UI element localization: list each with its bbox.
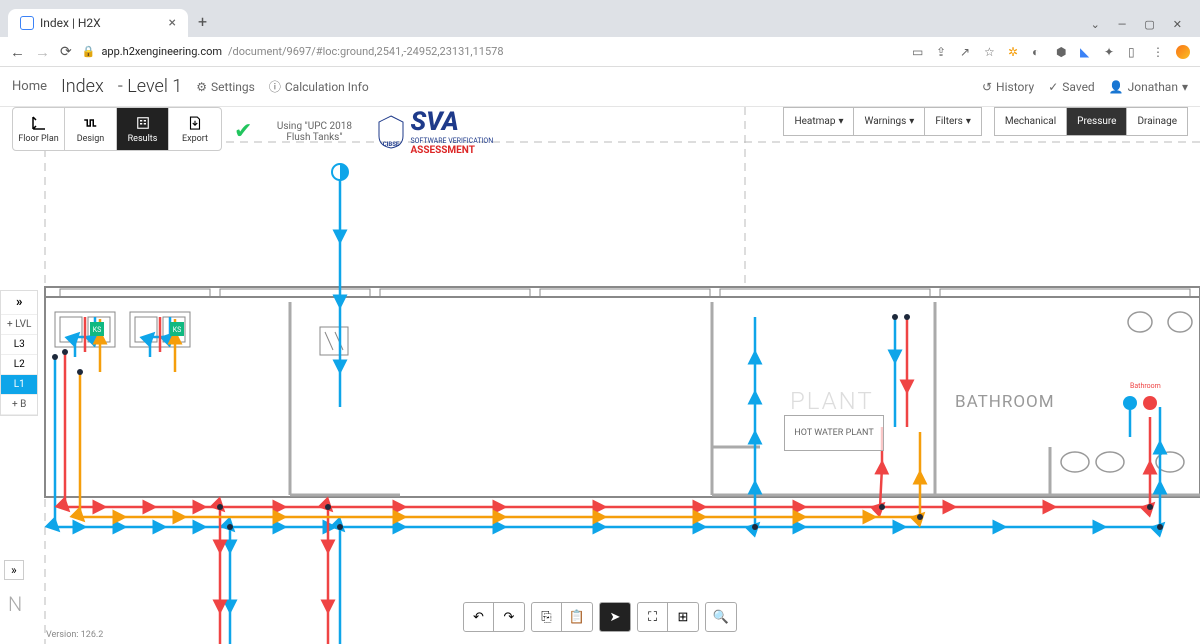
- saved-indicator: ✓Saved: [1048, 80, 1095, 94]
- bathroom-tag: Bathroom: [1130, 382, 1161, 390]
- system-tabs: Mechanical Pressure Drainage: [994, 107, 1188, 136]
- calc-info-link[interactable]: ⓘCalculation Info: [269, 78, 369, 95]
- history-icon: ↺: [982, 80, 992, 94]
- user-icon: 👤: [1109, 80, 1124, 94]
- ext-icon[interactable]: ⋮: [1152, 45, 1166, 59]
- redo-button[interactable]: ↷: [494, 603, 524, 631]
- ext-icon[interactable]: ◐: [1032, 45, 1046, 59]
- extension-icons: ▭ ⇪ ↗ ☆ ✲ ◐ ⬢ ◣ ✦ ▯ ⋮: [912, 45, 1190, 59]
- browser-tab-strip: Index | H2X × + ⌄ — ▢ ✕: [0, 0, 1200, 37]
- ext-icon[interactable]: ☆: [984, 45, 998, 59]
- expand-levels[interactable]: »: [1, 291, 37, 315]
- caret-down-icon[interactable]: ⌄: [1091, 18, 1100, 31]
- search-button[interactable]: 🔍: [706, 603, 736, 631]
- undo-button[interactable]: ↶: [464, 603, 494, 631]
- level-sidebar: » + LVL L3 L2 L1 + B: [0, 290, 38, 416]
- drawing-canvas[interactable]: KS KS PLANT BATHROOM HOT WATER PLANT Bat…: [0, 107, 1200, 644]
- ext-icon[interactable]: ▯: [1128, 45, 1142, 59]
- browser-tab[interactable]: Index | H2X ×: [8, 9, 188, 37]
- ext-icon[interactable]: ✦: [1104, 45, 1118, 59]
- maximize-icon[interactable]: ▢: [1144, 18, 1154, 31]
- filters-dropdown[interactable]: Filters ▾: [925, 108, 981, 135]
- hot-water-plant-box[interactable]: HOT WATER PLANT: [784, 415, 884, 451]
- floor-plan-mode[interactable]: Floor Plan: [13, 108, 65, 150]
- settings-link[interactable]: ⚙Settings: [196, 80, 255, 94]
- gear-icon: ⚙: [196, 80, 207, 94]
- ext-icon[interactable]: ▭: [912, 45, 926, 59]
- sva-logo-text: SVA: [410, 107, 493, 137]
- validation-ok-icon: ✔: [234, 119, 252, 144]
- svg-text:KS: KS: [173, 326, 182, 334]
- back-button[interactable]: ←: [10, 43, 25, 61]
- plant-label: PLANT: [790, 387, 874, 415]
- tab-title: Index | H2X: [40, 16, 101, 30]
- close-window-icon[interactable]: ✕: [1173, 18, 1182, 31]
- export-icon: [186, 114, 204, 132]
- pressure-tab[interactable]: Pressure: [1067, 108, 1127, 135]
- app-top-bar: Home Index - Level 1 ⚙Settings ⓘCalculat…: [0, 67, 1200, 107]
- paste-button[interactable]: 📋: [562, 603, 592, 631]
- north-indicator: N: [8, 592, 22, 616]
- ext-icon[interactable]: ↗: [960, 45, 974, 59]
- new-tab-button[interactable]: +: [188, 6, 217, 37]
- document-title: Index: [61, 76, 104, 97]
- level-l3[interactable]: L3: [1, 335, 37, 355]
- window-controls: ⌄ — ▢ ✕: [1081, 18, 1192, 37]
- history-link[interactable]: ↺History: [982, 80, 1034, 94]
- profile-avatar[interactable]: [1176, 45, 1190, 59]
- lock-icon: 🔒: [82, 45, 96, 58]
- level-label: - Level 1: [118, 76, 183, 97]
- version-label: Version: 126.2: [46, 630, 103, 640]
- design-icon: [82, 114, 100, 132]
- url-path: /document/9697/#loc:ground,2541,-24952,2…: [228, 45, 504, 58]
- check-icon: ✓: [1048, 80, 1058, 94]
- browser-address-bar: ← → ⟳ 🔒 app.h2xengineering.com/document/…: [0, 37, 1200, 67]
- ext-icon[interactable]: ✲: [1008, 45, 1022, 59]
- drainage-tab[interactable]: Drainage: [1127, 108, 1187, 135]
- heatmap-dropdown[interactable]: Heatmap ▾: [784, 108, 854, 135]
- minimize-icon[interactable]: —: [1118, 18, 1127, 31]
- add-level-button[interactable]: + LVL: [1, 315, 37, 335]
- copy-button[interactable]: ⎘: [532, 603, 562, 631]
- reload-button[interactable]: ⟳: [60, 44, 72, 60]
- ext-icon[interactable]: ⬢: [1056, 45, 1070, 59]
- svg-text:KS: KS: [93, 326, 102, 334]
- design-mode[interactable]: Design: [65, 108, 117, 150]
- home-link[interactable]: Home: [12, 79, 47, 94]
- mode-switcher: Floor Plan Design Results Export: [12, 107, 222, 151]
- svg-text:CIBSE: CIBSE: [383, 141, 400, 148]
- collapse-sidebar[interactable]: »: [4, 560, 24, 580]
- floor-plan-icon: [30, 114, 48, 132]
- level-l1[interactable]: L1: [1, 375, 37, 395]
- user-menu[interactable]: 👤Jonathan ▾: [1109, 80, 1188, 94]
- cibse-crest-icon: CIBSE: [376, 114, 406, 150]
- sva-badge: CIBSE SVA SOFTWARE VERIFICATION ASSESSME…: [376, 107, 493, 156]
- info-icon: ⓘ: [269, 78, 281, 95]
- export-mode[interactable]: Export: [169, 108, 221, 150]
- grid-button[interactable]: ⊞: [668, 603, 698, 631]
- ext-icon[interactable]: ⇪: [936, 45, 950, 59]
- results-icon: [134, 114, 152, 132]
- bottom-toolbar: ↶ ↷ ⎘ 📋 ➤ ⛶ ⊞ 🔍: [463, 602, 737, 632]
- ext-icon[interactable]: ◣: [1080, 45, 1094, 59]
- toolbar-row: Floor Plan Design Results Export ✔ Using…: [12, 107, 1188, 156]
- view-filters: Heatmap ▾ Warnings ▾ Filters ▾: [783, 107, 981, 136]
- bathroom-label: BATHROOM: [955, 392, 1055, 412]
- status-text: Using "UPC 2018 Flush Tanks": [264, 121, 364, 143]
- fullscreen-button[interactable]: ⛶: [638, 603, 668, 631]
- forward-button[interactable]: →: [35, 43, 50, 61]
- h2x-favicon: [20, 16, 34, 30]
- warnings-dropdown[interactable]: Warnings ▾: [854, 108, 925, 135]
- mechanical-tab[interactable]: Mechanical: [995, 108, 1067, 135]
- url-input[interactable]: 🔒 app.h2xengineering.com/document/9697/#…: [82, 45, 902, 58]
- results-mode[interactable]: Results: [117, 108, 169, 150]
- cursor-tool[interactable]: ➤: [600, 603, 630, 631]
- add-basement-button[interactable]: + B: [1, 395, 37, 415]
- url-host: app.h2xengineering.com: [101, 45, 222, 58]
- level-l2[interactable]: L2: [1, 355, 37, 375]
- close-tab-icon[interactable]: ×: [169, 15, 176, 31]
